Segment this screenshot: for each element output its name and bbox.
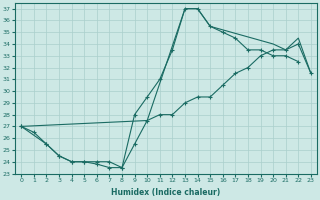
X-axis label: Humidex (Indice chaleur): Humidex (Indice chaleur) xyxy=(111,188,221,197)
